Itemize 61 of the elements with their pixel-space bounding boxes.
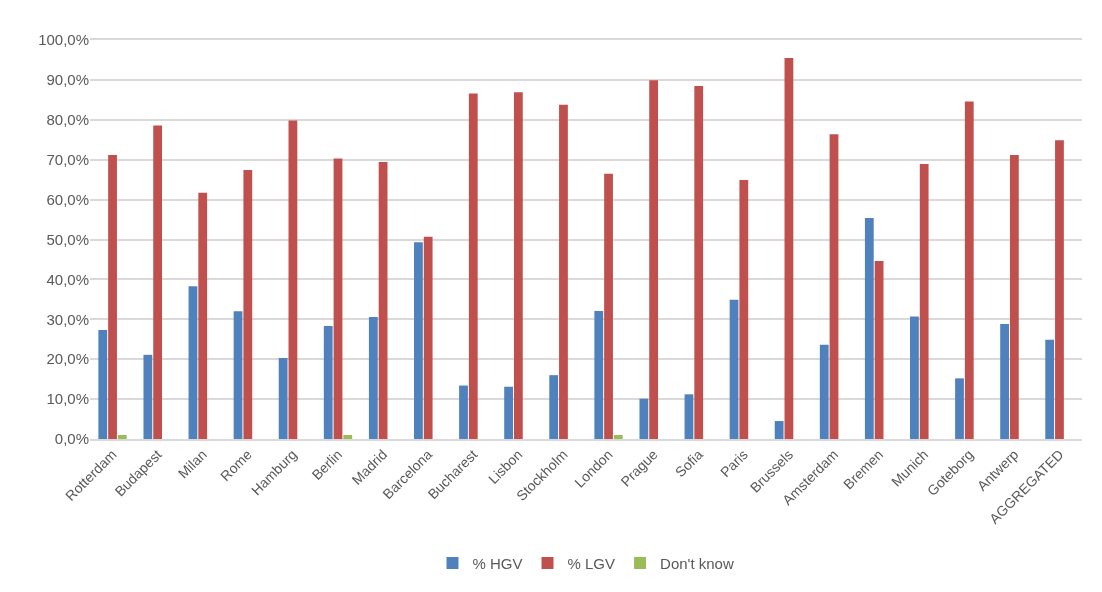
bar [288,120,298,439]
bar [108,154,117,439]
bar [1000,324,1009,439]
bar [1055,140,1064,439]
y-tick-label: 50,0% [46,230,89,248]
bar [594,310,604,439]
bar [694,85,704,439]
y-tick-label: 70,0% [46,150,89,168]
bar [819,344,829,439]
y-tick-label: 80,0% [46,111,89,129]
bar [468,93,478,439]
bar [459,385,468,439]
bar [729,299,739,439]
bar [874,261,884,439]
bar [323,326,333,439]
bar [1009,154,1019,439]
bar [955,378,964,439]
bar [774,421,784,439]
y-tick-label: 10,0% [46,390,89,408]
bar [243,170,253,439]
bar [919,164,929,439]
bar [864,217,874,439]
bar [684,394,694,439]
bar [604,173,613,439]
y-tick-label: 90,0% [46,71,89,89]
legend-label: % LGV [567,554,616,572]
bar [739,180,749,439]
legend-label: Don't know [660,554,734,572]
bar [143,354,153,439]
bar [343,435,353,439]
bar [198,192,208,439]
bar [649,80,659,439]
bar [233,311,243,439]
bar [910,316,919,439]
bar [117,435,127,439]
bar [414,242,423,439]
bar [559,104,568,439]
y-tick-label: 100,0% [38,31,89,49]
bar [423,236,433,439]
bar [513,92,523,439]
bar [639,398,649,439]
bar [368,316,378,439]
y-tick-label: 60,0% [46,190,89,208]
bar [378,162,388,439]
y-tick-label: 20,0% [46,350,89,368]
bar [333,158,343,439]
bar [98,330,108,439]
bar [1045,339,1055,439]
y-tick-label: 40,0% [46,270,89,288]
y-tick-label: 30,0% [46,310,89,328]
y-tick-label: 0,0% [54,430,89,448]
bar [964,101,974,439]
bar [613,435,623,439]
legend-label: % HGV [472,554,523,572]
bar [504,386,513,439]
bar [549,375,559,439]
bar [278,358,288,439]
bar [829,134,839,439]
bar [188,286,198,439]
bar [153,125,163,439]
bar [784,57,794,439]
